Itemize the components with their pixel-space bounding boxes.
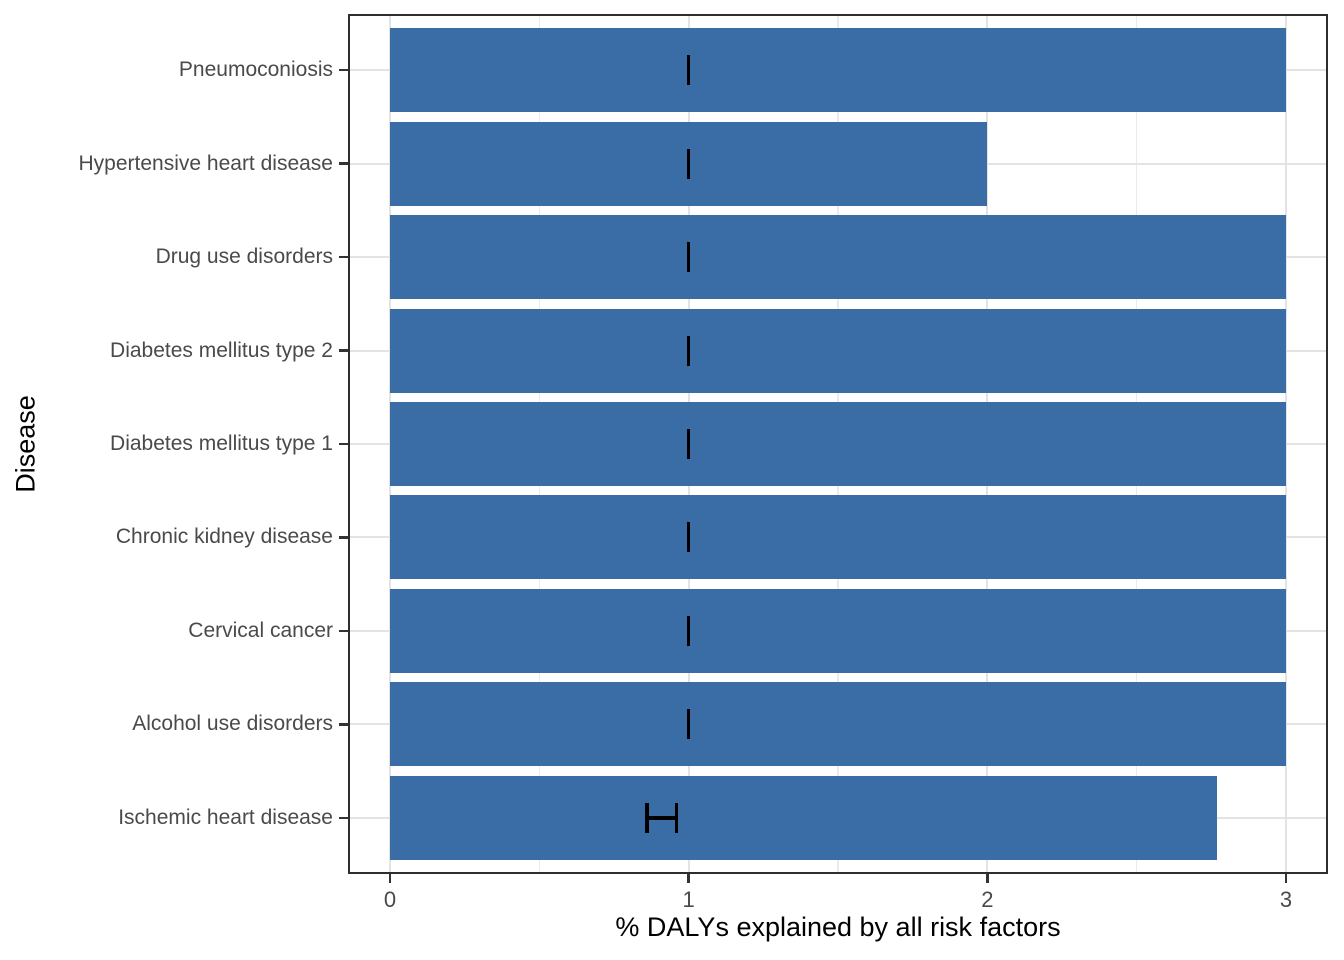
bar-chronic-kidney-disease — [390, 495, 1286, 580]
y-tick-mark — [339, 816, 348, 820]
y-tick-label-chronic-kidney-disease: Chronic kidney disease — [115, 525, 333, 549]
x-tick-mark — [687, 874, 690, 883]
errorbar-diabetes-mellitus-type-2 — [686, 335, 691, 366]
y-tick-mark — [339, 255, 348, 259]
y-tick-label-diabetes-mellitus-type-2: Diabetes mellitus type 2 — [110, 338, 333, 362]
x-tick-label-1: 1 — [682, 887, 695, 912]
bar-ischemic-heart-disease — [390, 775, 1218, 860]
bar-pneumoconiosis — [390, 28, 1286, 113]
x-tick-label-0: 0 — [383, 887, 397, 912]
errorbar-line-ischemic-heart-disease — [646, 816, 677, 820]
y-tick-label-pneumoconiosis: Pneumoconiosis — [178, 58, 333, 82]
bar-alcohol-use-disorders — [390, 682, 1286, 767]
errorbar-hypertensive-heart-disease — [686, 148, 691, 179]
y-tick-mark — [339, 349, 348, 352]
plot-panel — [348, 14, 1328, 874]
errorbar-drug-use-disorders — [686, 242, 691, 273]
y-tick-mark — [339, 68, 348, 72]
y-axis: Pneumoconiosis Hypertensive heart disease… — [0, 14, 348, 874]
x-axis: 0 1 2 3 — [348, 874, 1328, 934]
errorbar-pneumoconiosis — [686, 55, 691, 86]
y-tick-mark — [339, 723, 348, 726]
x-axis-title: % DALYs explained by all risk factors — [615, 912, 1061, 942]
x-tick-mark — [1284, 874, 1288, 883]
y-tick-mark — [339, 536, 348, 539]
bar-diabetes-mellitus-type-1 — [390, 402, 1286, 486]
y-tick-mark — [339, 629, 348, 633]
x-tick-label-3: 3 — [1279, 887, 1293, 912]
y-tick-label-ischemic-heart-disease: Ischemic heart disease — [118, 805, 333, 829]
y-tick-label-alcohol-use-disorders: Alcohol use disorders — [132, 712, 333, 736]
y-tick-mark — [339, 162, 348, 165]
y-tick-mark — [339, 442, 348, 446]
errorbar-cap-right-ischemic-heart-disease — [674, 802, 679, 833]
bar-diabetes-mellitus-type-2 — [390, 308, 1286, 393]
y-tick-label-cervical-cancer: Cervical cancer — [188, 618, 333, 642]
x-tick-mark — [986, 874, 989, 883]
x-tick-mark — [388, 874, 392, 883]
x-tick-label-2: 2 — [981, 887, 994, 912]
bar-drug-use-disorders — [390, 215, 1286, 300]
errorbar-alcohol-use-disorders — [686, 709, 691, 740]
errorbar-cervical-cancer — [686, 615, 691, 646]
bar-cervical-cancer — [390, 588, 1286, 673]
errorbar-chronic-kidney-disease — [686, 522, 691, 553]
errorbar-diabetes-mellitus-type-1 — [686, 429, 691, 459]
y-tick-label-drug-use-disorders: Drug use disorders — [155, 245, 333, 269]
y-tick-label-hypertensive-heart-disease: Hypertensive heart disease — [78, 151, 333, 175]
y-tick-label-diabetes-mellitus-type-1: Diabetes mellitus type 1 — [110, 432, 333, 455]
